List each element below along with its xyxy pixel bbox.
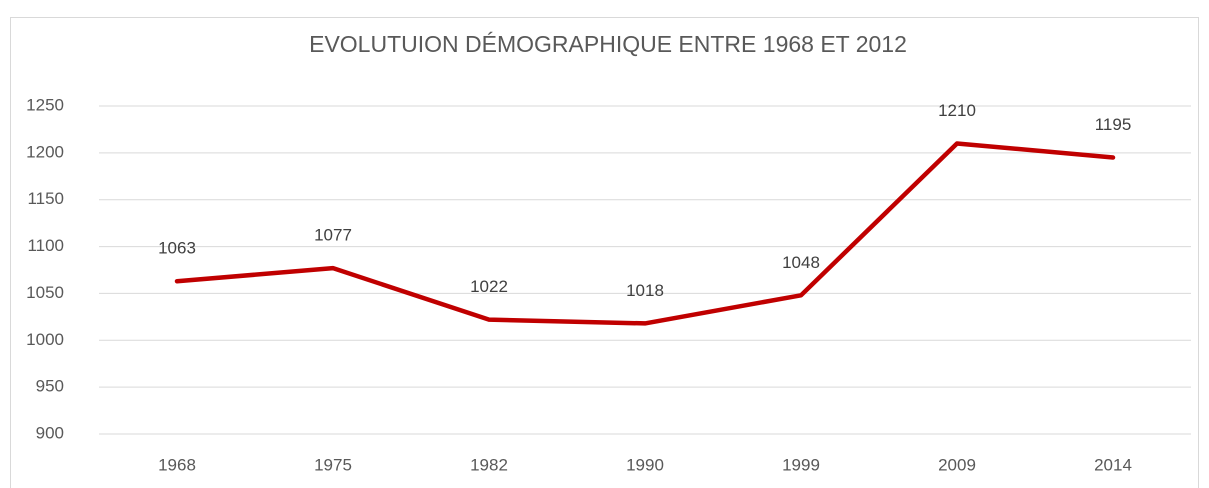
x-tick-label: 2009 <box>938 455 976 474</box>
chart-border <box>10 17 1199 488</box>
data-label: 1210 <box>938 101 976 120</box>
y-tick-label: 1100 <box>27 236 64 255</box>
data-label: 1022 <box>470 277 508 296</box>
y-tick-label: 1000 <box>26 330 64 349</box>
y-tick-label: 1050 <box>26 283 64 302</box>
x-tick-label: 1990 <box>626 455 664 474</box>
data-label: 1195 <box>1095 115 1132 134</box>
y-tick-label: 900 <box>36 423 64 442</box>
data-label: 1048 <box>782 253 820 272</box>
data-label: 1077 <box>314 226 352 245</box>
x-tick-label: 1982 <box>470 455 508 474</box>
line <box>174 141 1116 326</box>
x-tick-label: 1999 <box>782 455 820 474</box>
y-tick-label: 1200 <box>26 142 64 161</box>
x-tick-label: 1975 <box>314 455 352 474</box>
x-tick-label: 1968 <box>158 455 196 474</box>
y-tick-label: 1250 <box>26 95 64 114</box>
y-tick-label: 1150 <box>27 189 64 208</box>
y-tick-label: 950 <box>36 377 64 396</box>
data-label: 1018 <box>626 281 664 300</box>
chart-title: EVOLUTUION DÉMOGRAPHIQUE ENTRE 1968 ET 2… <box>309 31 907 57</box>
x-tick-label: 2014 <box>1094 455 1132 474</box>
data-label: 1063 <box>158 239 196 258</box>
